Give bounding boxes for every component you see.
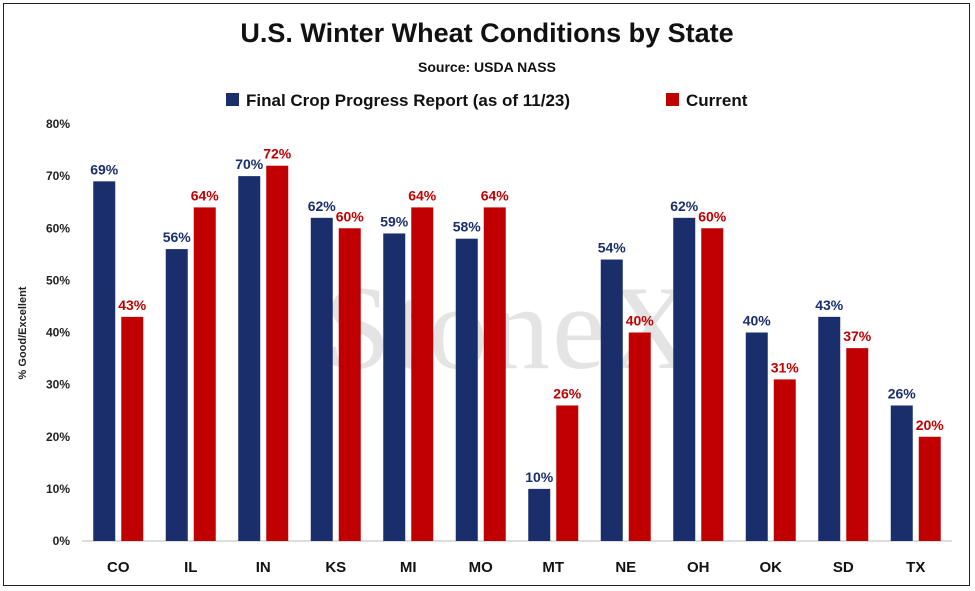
bar-current-co	[121, 316, 144, 541]
data-label-current-in: 72%	[263, 146, 292, 162]
y-tick-label: 10%	[46, 482, 70, 496]
bar-current-ok	[773, 379, 796, 541]
data-label-final-mo: 58%	[453, 219, 482, 235]
y-tick-label: 50%	[46, 273, 70, 287]
data-label-current-ok: 31%	[771, 359, 800, 375]
x-category-sd: SD	[833, 559, 854, 576]
x-category-ok: OK	[760, 559, 783, 576]
bar-current-mi	[411, 207, 434, 541]
data-label-final-co: 69%	[90, 161, 119, 177]
legend-swatch-final	[226, 93, 239, 106]
bar-final-tx	[890, 405, 913, 541]
bar-current-mo	[483, 207, 506, 541]
y-tick-label: 70%	[46, 169, 70, 183]
data-label-final-in: 70%	[235, 156, 264, 172]
x-category-oh: OH	[687, 559, 710, 576]
data-label-current-oh: 60%	[698, 208, 727, 224]
bar-final-ne	[600, 259, 623, 541]
data-label-current-ne: 40%	[626, 313, 655, 329]
y-tick-label: 60%	[46, 221, 70, 235]
y-tick-label: 0%	[53, 534, 71, 548]
data-label-final-mt: 10%	[525, 469, 554, 485]
bar-final-mi	[383, 233, 406, 541]
bar-final-mt	[528, 488, 551, 541]
x-category-ks: KS	[325, 559, 346, 576]
x-category-il: IL	[184, 559, 197, 576]
chart-subtitle: Source: USDA NASS	[418, 59, 556, 75]
x-category-mi: MI	[400, 559, 417, 576]
bar-final-ks	[310, 217, 333, 541]
y-tick-label: 40%	[46, 326, 70, 340]
y-tick-label: 80%	[46, 117, 70, 131]
legend-label-final: Final Crop Progress Report (as of 11/23)	[246, 91, 570, 110]
x-category-tx: TX	[906, 559, 925, 576]
bar-final-il	[165, 249, 188, 541]
bar-final-oh	[673, 217, 696, 541]
data-label-current-ks: 60%	[336, 208, 365, 224]
data-label-current-il: 64%	[191, 187, 220, 203]
bar-current-oh	[701, 228, 724, 541]
bar-current-mt	[556, 405, 579, 541]
bar-current-il	[193, 207, 216, 541]
y-axis-label: % Good/Excellent	[17, 286, 29, 379]
data-label-final-oh: 62%	[670, 198, 699, 214]
bars	[93, 165, 941, 542]
chart-title: U.S. Winter Wheat Conditions by State	[240, 18, 733, 48]
x-category-in: IN	[256, 559, 271, 576]
x-category-ne: NE	[615, 559, 636, 576]
x-axis-categories: CO IL IN KS MI MO MT NE OH OK SD TX	[107, 559, 925, 576]
bar-current-sd	[846, 348, 869, 541]
data-label-current-mt: 26%	[553, 385, 582, 401]
data-label-current-sd: 37%	[843, 328, 872, 344]
bar-final-in	[238, 176, 261, 541]
y-tick-label: 20%	[46, 430, 70, 444]
y-tick-label: 30%	[46, 378, 70, 392]
bar-current-ne	[628, 332, 651, 541]
bar-final-ok	[745, 332, 768, 541]
bar-final-mo	[455, 238, 478, 542]
data-label-final-ne: 54%	[598, 240, 627, 256]
data-label-current-mo: 64%	[481, 187, 510, 203]
x-category-mo: MO	[469, 559, 493, 576]
x-category-co: CO	[107, 559, 130, 576]
legend-label-current: Current	[686, 91, 748, 110]
data-label-current-tx: 20%	[916, 417, 945, 433]
bar-final-co	[93, 181, 116, 541]
data-labels: 69%43%56%64%70%72%62%60% 59%64%58%64%10%2…	[90, 146, 944, 485]
data-label-current-co: 43%	[118, 297, 147, 313]
legend-swatch-current	[666, 93, 679, 106]
bar-current-ks	[338, 228, 361, 541]
x-category-mt: MT	[542, 559, 564, 576]
data-label-final-tx: 26%	[888, 385, 917, 401]
bar-current-in	[266, 165, 289, 541]
data-label-final-il: 56%	[163, 229, 192, 245]
data-label-final-mi: 59%	[380, 213, 409, 229]
bar-final-sd	[818, 316, 841, 541]
data-label-final-ok: 40%	[743, 313, 772, 329]
legend: Final Crop Progress Report (as of 11/23)…	[226, 91, 748, 110]
bar-current-tx	[918, 436, 941, 541]
data-label-final-sd: 43%	[815, 297, 844, 313]
data-label-final-ks: 62%	[308, 198, 337, 214]
data-label-current-mi: 64%	[408, 187, 437, 203]
y-axis-ticks: 0% 10% 20% 30% 40% 50% 60% 70% 80%	[46, 117, 70, 548]
